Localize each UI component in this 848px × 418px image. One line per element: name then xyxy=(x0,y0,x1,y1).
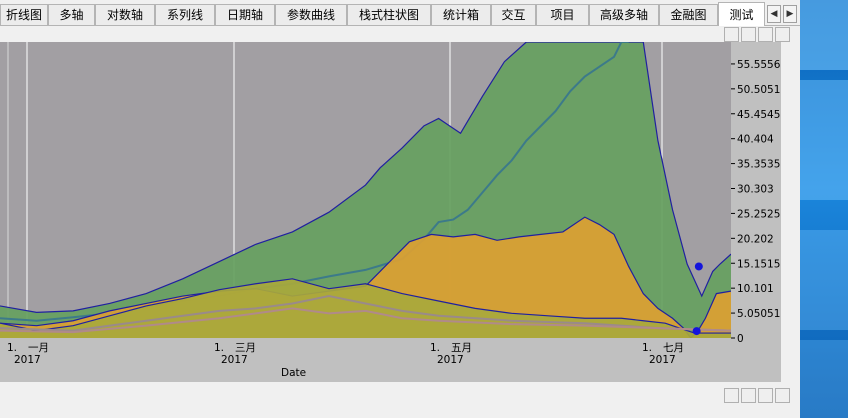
bottom-button-3[interactable] xyxy=(758,388,773,403)
xtick-year-3: 2017 xyxy=(649,354,676,366)
tab-5[interactable]: 参数曲线 xyxy=(275,4,347,25)
window-button-2[interactable] xyxy=(741,27,756,42)
ytick-label-11: 0 xyxy=(737,333,744,345)
series-area-3 xyxy=(0,278,731,338)
ytick-label-1: 50.5051 xyxy=(737,84,780,96)
tab-0[interactable]: 折线图 xyxy=(0,4,48,25)
xtick-day-2: 1. xyxy=(430,342,440,354)
desktop-background xyxy=(800,0,848,418)
xtick-day-0: 1. xyxy=(7,342,17,354)
xtick-day-1: 1. xyxy=(214,342,224,354)
chevron-left-icon[interactable]: ◀ xyxy=(767,5,781,23)
window-button-1[interactable] xyxy=(724,27,739,42)
series-edge-0 xyxy=(0,42,731,313)
ytick-label-7: 20.202 xyxy=(737,233,774,245)
ytick-label-0: 55.5556 xyxy=(737,59,781,71)
tab-12[interactable]: 测试 xyxy=(718,2,765,26)
tab-4[interactable]: 日期轴 xyxy=(215,4,275,25)
tab-10[interactable]: 高级多轴 xyxy=(589,4,659,25)
series-line-4 xyxy=(0,295,731,332)
ytick-label-2: 45.4545 xyxy=(737,109,780,121)
chart-panel: 55.5556 50.5051 45.4545 40.404 35.3535 30.303… xyxy=(0,42,781,382)
series-edge-3 xyxy=(0,278,731,334)
bottom-button-1[interactable] xyxy=(724,388,739,403)
xtick-day-3: 1. xyxy=(642,342,652,354)
xtick-year-1: 2017 xyxy=(221,354,248,366)
tab-8[interactable]: 交互 xyxy=(491,4,536,25)
ytick-label-4: 35.3535 xyxy=(737,159,780,171)
tab-underline xyxy=(0,25,800,26)
tab-3[interactable]: 系列线 xyxy=(155,4,215,25)
ytick-label-10: 5.05051 xyxy=(737,308,780,320)
tab-6[interactable]: 栈式柱状图 xyxy=(347,4,431,25)
chevron-right-icon[interactable]: ▶ xyxy=(783,5,797,23)
xtick-year-2: 2017 xyxy=(437,354,464,366)
xtick-month-1: 三月 xyxy=(235,342,256,354)
ytick-label-9: 10.101 xyxy=(737,283,774,295)
xtick-month-0: 一月 xyxy=(28,342,49,354)
xtick-month-3: 七月 xyxy=(663,342,684,354)
xtick-year-0: 2017 xyxy=(14,354,41,366)
tab-1[interactable]: 多轴 xyxy=(48,4,95,25)
ytick-label-6: 25.2525 xyxy=(737,208,780,220)
area-chart[interactable]: 55.5556 50.5051 45.4545 40.404 35.3535 30.303… xyxy=(0,42,781,382)
data-marker-1 xyxy=(692,327,701,336)
bottom-button-4[interactable] xyxy=(775,388,790,403)
ytick-label-8: 15.1515 xyxy=(737,258,780,270)
chart-side-strip xyxy=(781,42,800,382)
ytick-label-5: 30.303 xyxy=(737,184,774,196)
application-window: 折线图 多轴 对数轴 系列线 日期轴 参数曲线 栈式柱状图 统计箱 交互 项目 高级多轴 金融图 测试 ◀… xyxy=(0,2,800,403)
bottom-button-2[interactable] xyxy=(741,388,756,403)
window-button-3[interactable] xyxy=(758,27,773,42)
tab-11[interactable]: 金融图 xyxy=(659,4,718,25)
tab-bar: 折线图 多轴 对数轴 系列线 日期轴 参数曲线 栈式柱状图 统计箱 交互 项目 高级多轴 金融图 测试 ◀… xyxy=(0,2,800,26)
series-edge-2 xyxy=(0,216,731,338)
series-line-5 xyxy=(0,307,731,334)
tab-9[interactable]: 项目 xyxy=(536,4,589,25)
xtick-month-2: 五月 xyxy=(451,342,472,354)
ytick-label-3: 40.404 xyxy=(737,134,774,146)
data-marker-0 xyxy=(694,262,703,271)
tab-2[interactable]: 对数轴 xyxy=(95,4,155,25)
x-axis-label: Date xyxy=(281,367,306,379)
tab-7[interactable]: 统计箱 xyxy=(431,4,491,25)
window-button-4[interactable] xyxy=(775,27,790,42)
